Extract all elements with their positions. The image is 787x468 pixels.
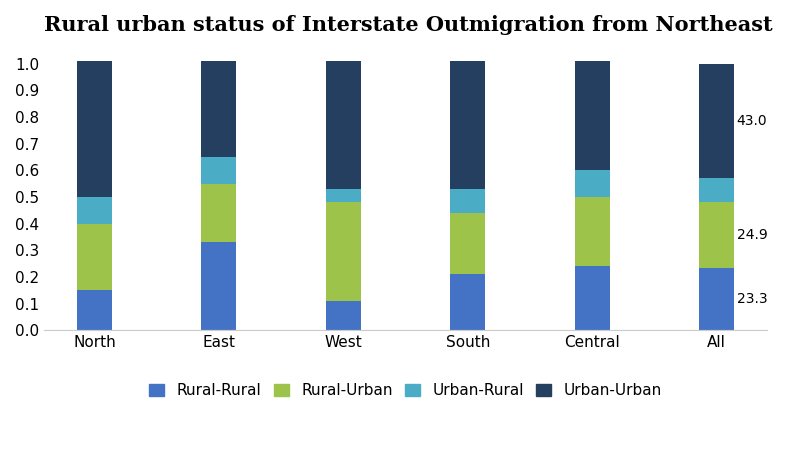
Bar (575, 197, 610, 266)
Bar (326, 202, 360, 301)
Bar (699, 178, 734, 202)
Text: 24.9: 24.9 (737, 228, 767, 242)
Bar (575, 61, 610, 170)
Bar (201, 183, 236, 242)
Bar (575, 170, 610, 197)
Bar (326, 61, 360, 189)
Bar (450, 274, 485, 330)
Legend: Rural-Rural, Rural-Urban, Urban-Rural, Urban-Urban: Rural-Rural, Rural-Urban, Urban-Rural, U… (143, 377, 668, 404)
Bar (77, 290, 112, 330)
Bar (450, 61, 485, 189)
Bar (201, 61, 236, 157)
Bar (77, 61, 112, 197)
Bar (699, 202, 734, 268)
Bar (326, 301, 360, 330)
Bar (77, 224, 112, 290)
Bar (201, 242, 236, 330)
Bar (575, 266, 610, 330)
Bar (77, 197, 112, 224)
Bar (450, 189, 485, 213)
Bar (201, 157, 236, 183)
Text: 43.0: 43.0 (737, 114, 767, 128)
Bar (699, 268, 734, 330)
Text: 23.3: 23.3 (737, 292, 767, 306)
Bar (450, 213, 485, 274)
Text: Rural urban status of Interstate Outmigration from Northeast: Rural urban status of Interstate Outmigr… (44, 15, 773, 35)
Bar (699, 64, 734, 178)
Bar (326, 189, 360, 202)
